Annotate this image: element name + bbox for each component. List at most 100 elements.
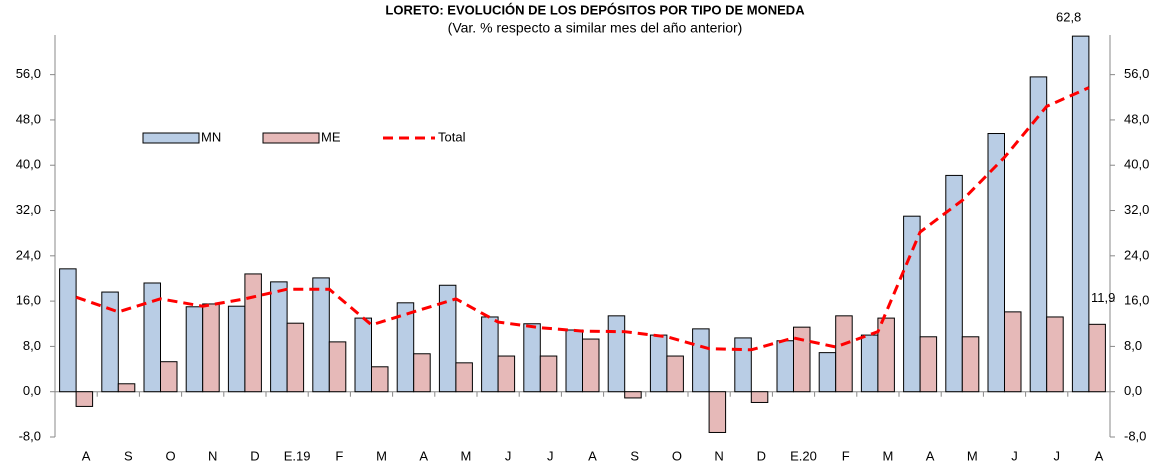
- y-tick-label: 16,0: [16, 293, 41, 308]
- x-tick-label: A: [82, 448, 91, 463]
- legend-swatch: [142, 132, 200, 144]
- bar: [185, 306, 204, 393]
- bar: [624, 391, 642, 399]
- chart-title: LORETO: EVOLUCIÓN DE LOS DEPÓSITOS POR T…: [385, 2, 805, 17]
- x-tick-label: J: [1011, 448, 1018, 463]
- legend-label: MN: [201, 129, 221, 144]
- bar: [877, 317, 895, 393]
- bar: [371, 366, 389, 393]
- bar: [860, 334, 879, 393]
- bar: [75, 391, 94, 407]
- x-tick-label: S: [630, 448, 639, 463]
- x-tick-label: A: [419, 448, 428, 463]
- bar: [903, 215, 921, 393]
- y-tick-label: 32,0: [16, 202, 41, 217]
- bar: [1004, 311, 1022, 393]
- y-tick-label: 56,0: [16, 66, 41, 81]
- bar: [101, 291, 119, 393]
- x-tick-label: A: [1095, 448, 1104, 463]
- bar: [354, 317, 372, 393]
- y2-tick-label: 32,0: [1124, 202, 1149, 217]
- x-tick-label: M: [376, 448, 387, 463]
- y2-tick-label: 56,0: [1124, 66, 1149, 81]
- bar: [565, 329, 583, 393]
- bar: [649, 334, 668, 393]
- bar: [1029, 76, 1048, 393]
- bar: [117, 383, 136, 393]
- bar: [396, 302, 415, 393]
- bar: [413, 353, 431, 393]
- bar: [328, 341, 347, 393]
- y-tick-label: -8,0: [19, 428, 41, 443]
- x-tick-label: D: [250, 448, 259, 463]
- value-label: 11,9: [1091, 290, 1115, 305]
- x-tick-label: O: [165, 448, 175, 463]
- x-tick-label: M: [967, 448, 978, 463]
- x-tick-label: F: [335, 448, 343, 463]
- bar: [818, 352, 837, 393]
- line: [75, 86, 1090, 352]
- y2-tick-label: 8,0: [1124, 338, 1142, 353]
- x-tick-label: N: [208, 448, 217, 463]
- x-tick-label: J: [547, 448, 554, 463]
- chart-subtitle: (Var. % respecto a similar mes del año a…: [448, 20, 743, 36]
- x-tick-label: M: [882, 448, 893, 463]
- bar: [1088, 323, 1106, 393]
- bar: [776, 340, 794, 393]
- bar: [961, 336, 980, 393]
- y2-tick-label: 16,0: [1124, 293, 1149, 308]
- bar: [270, 281, 288, 393]
- bar: [734, 337, 752, 393]
- bar: [160, 361, 178, 393]
- bar: [1046, 316, 1064, 393]
- x-tick-label: J: [505, 448, 512, 463]
- bar: [750, 391, 769, 403]
- y-tick-label: 48,0: [16, 111, 41, 126]
- bar: [692, 328, 710, 393]
- bar: [497, 355, 516, 393]
- y2-tick-label: 40,0: [1124, 157, 1149, 172]
- bar: [438, 284, 457, 393]
- bar: [708, 391, 727, 433]
- bar: [945, 174, 963, 393]
- x-tick-label: E.19: [284, 448, 311, 463]
- bar: [202, 303, 220, 393]
- y2-tick-label: 0,0: [1124, 383, 1142, 398]
- legend-label: ME: [321, 129, 341, 144]
- bar: [244, 273, 262, 393]
- bar: [286, 322, 305, 393]
- x-tick-label: A: [926, 448, 935, 463]
- bar: [59, 268, 77, 393]
- bar: [919, 336, 938, 393]
- bar: [481, 316, 499, 393]
- x-tick-label: A: [588, 448, 597, 463]
- bar: [835, 315, 853, 393]
- x-tick-label: S: [124, 448, 133, 463]
- x-tick-label: F: [842, 448, 850, 463]
- bar: [793, 326, 811, 393]
- x-tick-label: O: [672, 448, 682, 463]
- legend-label: Total: [438, 129, 466, 144]
- x-tick-label: J: [1053, 448, 1060, 463]
- y-tick-label: 0,0: [23, 383, 41, 398]
- bar: [582, 338, 600, 393]
- bar: [607, 315, 626, 393]
- bar: [312, 277, 330, 393]
- bar: [1071, 35, 1090, 393]
- y2-tick-label: 48,0: [1124, 111, 1149, 126]
- y-tick-label: 40,0: [16, 157, 41, 172]
- y-tick-label: 8,0: [23, 338, 41, 353]
- bar: [666, 355, 684, 393]
- bar: [227, 305, 246, 393]
- bar: [539, 355, 558, 393]
- y2-tick-label: -8,0: [1124, 428, 1146, 443]
- bar: [143, 282, 161, 393]
- y2-tick-label: 24,0: [1124, 247, 1149, 262]
- value-label: 62,8: [1056, 10, 1081, 25]
- legend-swatch: [262, 132, 320, 144]
- x-tick-label: M: [460, 448, 471, 463]
- bar: [455, 362, 473, 393]
- bar: [523, 323, 541, 393]
